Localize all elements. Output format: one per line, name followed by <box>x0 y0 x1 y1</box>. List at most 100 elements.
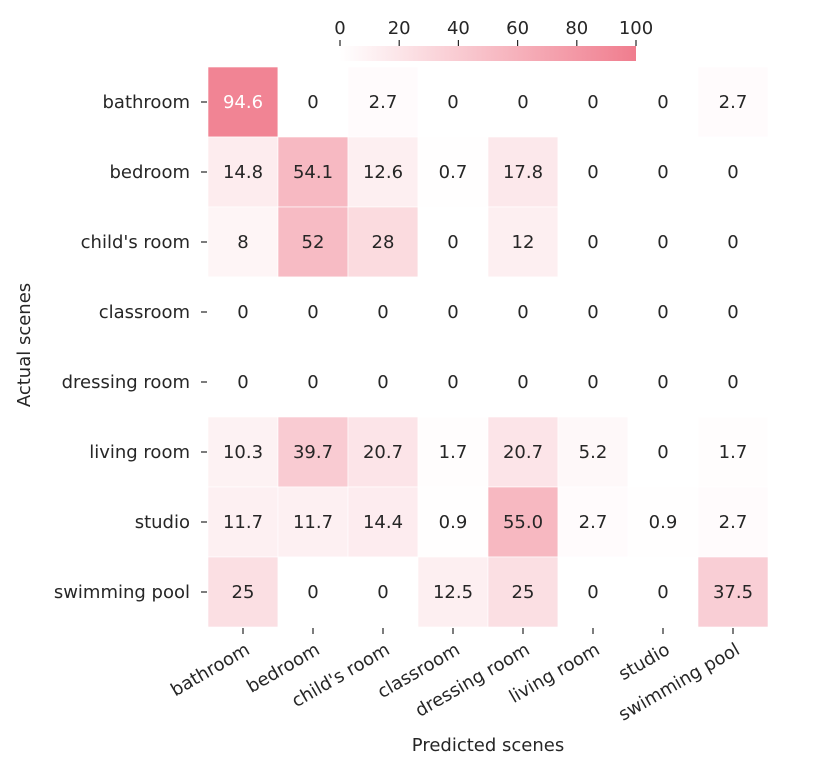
heatmap-cell <box>697 416 769 488</box>
heatmap-cell <box>207 276 279 348</box>
y-tick-label: bathroom <box>103 92 191 113</box>
heatmap-cell <box>697 276 769 348</box>
cell-value-label: 0 <box>447 232 458 253</box>
heatmap-cell <box>277 346 349 418</box>
heatmap-cell <box>487 66 559 138</box>
cell-value-label: 0 <box>727 232 738 253</box>
y-tick-label: living room <box>89 442 190 463</box>
cell-value-label: 20.7 <box>363 442 403 463</box>
cell-value-label: 0 <box>727 162 738 183</box>
cell-value-label: 0 <box>657 162 668 183</box>
heatmap-cell <box>557 136 629 208</box>
heatmap-cell <box>627 556 699 628</box>
heatmap-cell <box>417 136 489 208</box>
cell-value-label: 0 <box>657 582 668 603</box>
colorbar-tick-label: 40 <box>447 18 470 39</box>
cell-value-label: 0 <box>587 232 598 253</box>
cell-value-label: 0 <box>657 302 668 323</box>
heatmap-cell <box>627 416 699 488</box>
cell-value-label: 0 <box>307 582 318 603</box>
cell-value-label: 2.7 <box>369 92 398 113</box>
cell-value-label: 0 <box>307 302 318 323</box>
cell-value-label: 0 <box>237 302 248 323</box>
cell-value-label: 0 <box>727 372 738 393</box>
cell-value-label: 0.7 <box>439 162 468 183</box>
heatmap-cell <box>417 486 489 558</box>
heatmap-cell <box>277 136 349 208</box>
cell-value-label: 0 <box>587 162 598 183</box>
cell-value-label: 1.7 <box>719 442 748 463</box>
colorbar-gradient <box>340 46 636 61</box>
colorbar-tick-label: 0 <box>334 18 345 39</box>
cell-value-label: 0 <box>307 92 318 113</box>
colorbar-tick-label: 20 <box>388 18 411 39</box>
heatmap-cell <box>557 66 629 138</box>
cell-value-label: 55.0 <box>503 512 543 533</box>
x-axis-title: Predicted scenes <box>412 735 564 756</box>
cell-value-label: 0 <box>447 372 458 393</box>
cell-value-label: 11.7 <box>293 512 333 533</box>
cell-value-label: 8 <box>237 232 248 253</box>
y-tick-label: child's room <box>81 232 190 253</box>
y-tick-label: swimming pool <box>54 582 190 603</box>
heatmap-cell <box>557 486 629 558</box>
cell-value-label: 25 <box>512 582 535 603</box>
cell-value-label: 1.7 <box>439 442 468 463</box>
cell-value-label: 2.7 <box>719 92 748 113</box>
cell-value-label: 17.8 <box>503 162 543 183</box>
cell-value-label: 12.5 <box>433 582 473 603</box>
cell-value-label: 28 <box>372 232 395 253</box>
cell-value-label: 14.4 <box>363 512 403 533</box>
heatmap-cell <box>557 416 629 488</box>
cell-value-label: 0 <box>657 232 668 253</box>
heatmap-cell <box>417 66 489 138</box>
y-tick-label: classroom <box>99 302 190 323</box>
y-tick-label: studio <box>135 512 190 533</box>
cell-value-label: 52 <box>302 232 325 253</box>
heatmap-cell <box>277 556 349 628</box>
cell-value-label: 20.7 <box>503 442 543 463</box>
colorbar: 0 20 40 60 80 100 <box>334 18 653 61</box>
heatmap-cell <box>697 556 769 628</box>
cell-value-label: 5.2 <box>579 442 608 463</box>
heatmap-cell <box>417 276 489 348</box>
heatmap-cell <box>627 66 699 138</box>
heatmap-cell <box>627 486 699 558</box>
heatmap-cell <box>417 346 489 418</box>
heatmap-cell <box>277 486 349 558</box>
x-tick-label: bathroom <box>167 639 253 701</box>
x-tick-label: swimming pool <box>615 639 743 725</box>
colorbar-tick-label: 60 <box>506 18 529 39</box>
colorbar-tick-label: 80 <box>565 18 588 39</box>
heatmap-cell <box>487 416 559 488</box>
heatmap-cell <box>207 206 279 278</box>
cell-value-label: 12.6 <box>363 162 403 183</box>
heatmap-cell <box>557 346 629 418</box>
heatmap-cell <box>697 346 769 418</box>
cell-value-label: 54.1 <box>293 162 333 183</box>
cell-value-label: 0.9 <box>649 512 678 533</box>
heatmap-cell <box>347 486 419 558</box>
cell-value-label: 0 <box>517 302 528 323</box>
heatmap-cell <box>487 206 559 278</box>
heatmap-cell <box>557 556 629 628</box>
cell-value-label: 0 <box>517 92 528 113</box>
cell-value-label: 0 <box>587 372 598 393</box>
y-tick-label: dressing room <box>62 372 190 393</box>
cell-value-label: 0 <box>587 582 598 603</box>
cell-value-label: 0 <box>657 92 668 113</box>
heatmap-cell <box>347 346 419 418</box>
heatmap-cell <box>697 486 769 558</box>
cell-value-label: 12 <box>512 232 535 253</box>
heatmap-cell <box>487 486 559 558</box>
cell-value-label: 94.6 <box>223 92 263 113</box>
cell-value-label: 0 <box>657 442 668 463</box>
cell-value-label: 0 <box>377 372 388 393</box>
heatmap-cell <box>207 486 279 558</box>
cell-value-label: 25 <box>232 582 255 603</box>
heatmap-cell <box>207 346 279 418</box>
heatmap-cell <box>207 556 279 628</box>
cell-value-label: 10.3 <box>223 442 263 463</box>
heatmap-cell <box>627 206 699 278</box>
